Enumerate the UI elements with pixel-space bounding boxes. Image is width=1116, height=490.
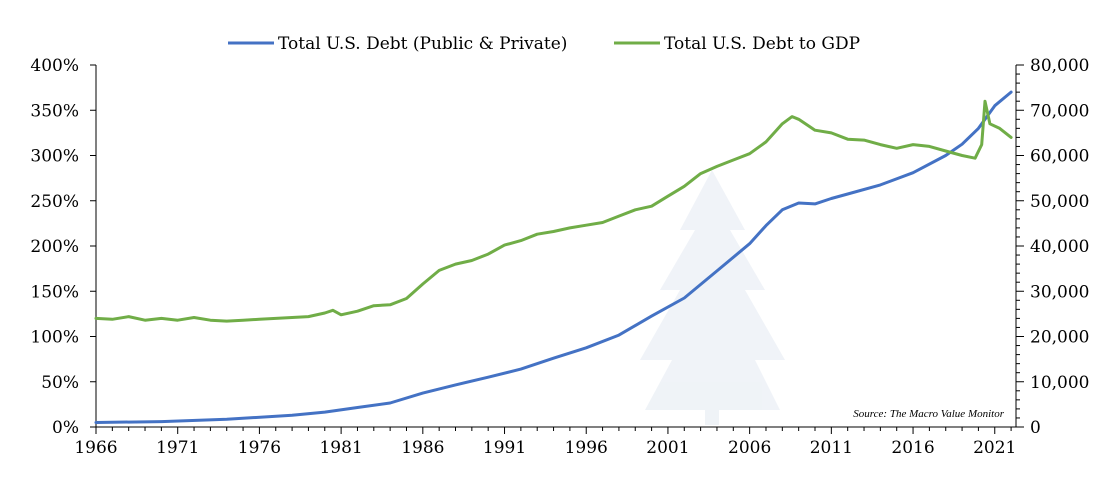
right-tick-label: 30,000 — [1030, 282, 1089, 302]
series-layer — [94, 90, 1013, 424]
x-tick-label: 1981 — [319, 438, 362, 458]
source-note: Source: The Macro Value Monitor — [853, 408, 1004, 420]
left-tick-label: 150% — [30, 282, 79, 302]
right-tick-label: 0 — [1030, 418, 1041, 438]
right-tick-label: 60,000 — [1030, 147, 1089, 167]
series-line-total-debt — [94, 90, 1013, 424]
left-tick-label: 400% — [30, 56, 79, 76]
right-tick-label: 50,000 — [1030, 192, 1089, 212]
x-tick-label: 1991 — [483, 438, 526, 458]
x-tick-label: 1966 — [74, 438, 117, 458]
left-tick-label: 50% — [41, 373, 79, 393]
x-tick-label: 1996 — [565, 438, 608, 458]
x-axis-ticks: 1966 1971 1976 1981 1986 1991 1996 2001 2006 2011… — [74, 427, 1016, 458]
x-tick-label: 2016 — [891, 438, 934, 458]
x-tick-label: 1971 — [156, 438, 199, 458]
right-tick-label: 80,000 — [1030, 56, 1089, 76]
left-axis-ticks: 0% 50% 100% 150% 200% 250% 300% 350% 400% — [30, 56, 96, 438]
right-tick-label: 70,000 — [1030, 101, 1089, 121]
x-tick-label: 2011 — [810, 438, 853, 458]
legend-label-total-debt: Total U.S. Debt (Public & Private) — [278, 34, 567, 54]
right-tick-label: 40,000 — [1030, 237, 1089, 257]
x-tick-label: 2021 — [973, 438, 1016, 458]
right-tick-label: 20,000 — [1030, 328, 1089, 348]
axes — [95, 65, 1017, 428]
right-tick-label: 10,000 — [1030, 373, 1089, 393]
series-line-debt-to-gdp — [94, 99, 1013, 323]
x-tick-label: 2006 — [728, 438, 771, 458]
legend: Total U.S. Debt (Public & Private) Total… — [228, 34, 860, 54]
left-tick-label: 0% — [52, 418, 79, 438]
left-tick-label: 250% — [30, 192, 79, 212]
left-tick-label: 200% — [30, 237, 79, 257]
x-tick-label: 1986 — [401, 438, 444, 458]
left-tick-label: 100% — [30, 328, 79, 348]
legend-label-debt-to-gdp: Total U.S. Debt to GDP — [664, 34, 860, 54]
tree-watermark — [640, 170, 785, 425]
left-tick-label: 350% — [30, 101, 79, 121]
x-tick-label: 1976 — [238, 438, 281, 458]
left-tick-label: 300% — [30, 147, 79, 167]
right-axis-ticks: 0 10,000 20,000 30,000 40,000 50,000 60,000 70,… — [1016, 56, 1089, 438]
x-tick-label: 2001 — [646, 438, 689, 458]
